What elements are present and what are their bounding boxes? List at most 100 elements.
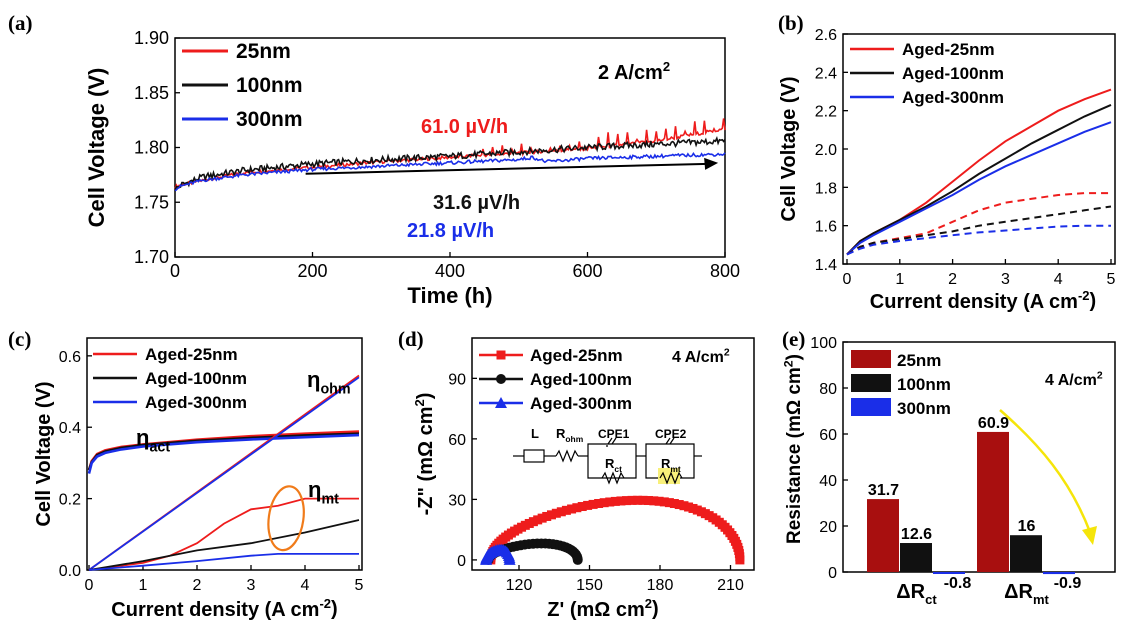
- panel-d-y-tick-label-3: 90: [448, 371, 466, 388]
- circuit-inductor: [523, 449, 545, 463]
- panel-b-x-tick-label-3: 3: [1001, 271, 1010, 288]
- panel-c-series-5: [88, 497, 359, 571]
- panel-d-legend-label-1: Aged-100nm: [530, 370, 632, 389]
- panel-e-legend-label-1: 100nm: [897, 375, 951, 394]
- panel-d-point-0-43: [654, 496, 664, 506]
- panel-d-circuit: [513, 437, 695, 485]
- panel-b-series-4: [846, 205, 1112, 256]
- panel-d-y-tick-label-0: 0: [457, 553, 466, 570]
- panel-e-bar-0-0: [867, 499, 899, 572]
- panel-a-legend-label-0: 25nm: [236, 40, 291, 63]
- panel-d-point-1-34: [572, 554, 583, 565]
- panel-a-x-tick-label-0: 0: [170, 261, 180, 281]
- panel-a-label: (a): [8, 11, 33, 35]
- circuit-rmt: [659, 471, 683, 485]
- panel-c-y-tick-label-3: 0.6: [59, 349, 81, 366]
- circuit-label-L: L: [531, 426, 539, 441]
- circuit-cpe1: [606, 437, 617, 447]
- panel-b-y-tick-label-4: 2.2: [815, 104, 837, 121]
- panel-d-xlabel: Z' (mΩ cm2): [547, 596, 658, 621]
- panel-a-legend-label-2: 300nm: [236, 108, 303, 131]
- panel-b-y-tick-label-1: 1.6: [815, 219, 837, 236]
- panel-c-ellipse: [267, 485, 305, 552]
- panel-a-legend-label-1: 100nm: [236, 74, 303, 97]
- panel-c-legend-label-1: Aged-100nm: [145, 369, 247, 388]
- panel-c-x-tick-label-3: 3: [247, 577, 256, 594]
- panel-d-frame: [471, 337, 755, 571]
- panel-d-y-tick-label-1: 30: [448, 492, 466, 509]
- panel-a-x-tick-label-2: 400: [435, 261, 465, 281]
- panel-b-series-0: [846, 88, 1112, 256]
- circuit-label-rohm: Rohm: [556, 426, 583, 444]
- panel-a-rate-25nm: 61.0 µV/h: [421, 116, 508, 138]
- panel-d-point-2-18: [503, 553, 516, 565]
- panel-d-point-0-23: [546, 510, 556, 520]
- panel-e-value-1-1: 16: [1018, 518, 1036, 535]
- panel-d-point-0-27: [567, 504, 577, 514]
- panel-d-y-tick-label-2: 60: [448, 432, 466, 449]
- panel-e-value-2-1: -0.9: [1054, 575, 1082, 592]
- panel-a-x-tick-label-1: 200: [297, 261, 327, 281]
- panel-c-eta-act: ηact: [136, 425, 170, 456]
- panel-c-x-tick-label-4: 4: [301, 577, 310, 594]
- panel-b-series-5: [846, 224, 1111, 256]
- panel-a-y-tick-label-4: 1.90: [134, 28, 169, 48]
- panel-e-bar-1-1: [1010, 535, 1042, 572]
- panel-d-point-0-31: [588, 499, 598, 509]
- panel-c-eta-mt: ηmt: [308, 477, 339, 508]
- panel-d-point-0-26: [561, 505, 571, 515]
- panel-e-legend-swatch-0: [851, 350, 891, 368]
- panel-b-legend-label-0: Aged-25nm: [902, 40, 995, 59]
- panel-d-legend-label-2: Aged-300nm: [530, 394, 632, 413]
- panel-a-series-25nm: [174, 118, 726, 190]
- panel-a-condition: 2 A/cm2: [598, 59, 670, 84]
- circuit-cpe2: [665, 437, 675, 445]
- panel-e-legend-label-2: 300nm: [897, 399, 951, 418]
- panel-e-legend-swatch-2: [851, 398, 891, 416]
- panel-d-point-0-32: [594, 498, 604, 508]
- panel-d-point-0-42: [649, 496, 659, 506]
- panel-b-series-2: [846, 121, 1112, 256]
- panel-c-x-tick-label-2: 2: [193, 577, 202, 594]
- panel-e-bar-0-1: [977, 431, 1009, 572]
- panel-b-ylabel: Cell Voltage (V): [778, 76, 800, 221]
- panel-e-y-tick-label-5: 100: [810, 335, 837, 352]
- circuit-label-rmt: Rmt: [661, 456, 681, 474]
- panel-e-value-0-0: 31.7: [868, 482, 899, 499]
- panel-c-y-tick-label-1: 0.2: [59, 492, 81, 509]
- panel-e-bar-2-0: [933, 572, 965, 574]
- panel-b-series-1: [846, 103, 1112, 256]
- panel-e-legend-label-0: 25nm: [897, 351, 941, 370]
- panel-b-x-tick-label-4: 4: [1054, 271, 1063, 288]
- circuit-label-cpe1: CPE1: [598, 427, 630, 441]
- panel-a-arrow-line: [305, 162, 709, 175]
- panel-d-point-0-46: [669, 499, 679, 509]
- panel-b-y-tick-label-2: 1.8: [815, 180, 837, 197]
- panel-c-y-tick-label-2: 0.4: [59, 420, 81, 437]
- panel-d-point-0-41: [643, 496, 653, 506]
- panel-e-condition: 4 A/cm2: [1045, 371, 1103, 389]
- panel-d-point-0-35: [610, 496, 620, 506]
- panel-d-point-0-39: [633, 495, 643, 505]
- panel-d-point-0-70: [735, 555, 745, 565]
- panel-d-point-0-28: [572, 503, 582, 513]
- circuit-rmt-highlight: [658, 468, 680, 484]
- panel-b-y-tick-label-0: 1.4: [815, 257, 837, 274]
- panel-e-y-tick-label-3: 60: [819, 427, 837, 444]
- panel-c-legend-label-0: Aged-25nm: [145, 345, 238, 364]
- circuit-label-rct: Rct: [605, 456, 622, 474]
- panel-b-y-tick-label-5: 2.4: [815, 65, 837, 82]
- panel-d-point-0-38: [627, 495, 637, 505]
- panel-c-series-4: [88, 376, 360, 571]
- panel-b-label: (b): [778, 11, 804, 35]
- panel-d-point-0-33: [599, 498, 609, 508]
- panel-a-y-tick-label-2: 1.80: [134, 138, 169, 158]
- panel-e-y-tick-label-4: 80: [819, 381, 837, 398]
- panel-c-x-tick-label-5: 5: [355, 577, 364, 594]
- panel-d-x-tick-label-0: 120: [506, 577, 533, 594]
- panel-c-series-6: [88, 519, 360, 571]
- panel-c-eta-ohm: ηohm: [307, 367, 351, 398]
- panel-c-x-tick-label-0: 0: [85, 577, 94, 594]
- circuit-rct: [601, 471, 625, 485]
- panel-d-legend-marker-1: [496, 374, 506, 384]
